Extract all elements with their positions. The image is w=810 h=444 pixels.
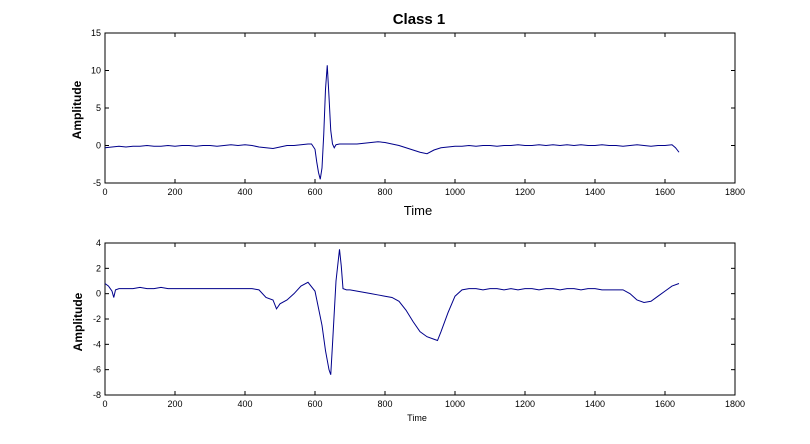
plot-bottom-ytick-label: -8 xyxy=(93,390,101,400)
plot-top-ylabel: Amplitude xyxy=(70,80,84,139)
plot-bottom: 0 200 400 600 800 1000 1200 1400 1600 1800 -8 -6 -4… xyxy=(71,238,745,423)
plot-top-xtick-label: 1400 xyxy=(585,187,605,197)
plot-bottom-xtick-label: 1800 xyxy=(725,399,745,409)
plot-bottom-xtick-label: 800 xyxy=(377,399,392,409)
plot-top-ytick-label: -5 xyxy=(93,178,101,188)
plot-bottom-xlabel: Time xyxy=(407,413,427,423)
plot-top-xticks: 0 200 400 600 800 1000 1200 1400 1600 1800 xyxy=(102,33,745,197)
plot-top-frame xyxy=(104,32,736,184)
plot-top-ytick-label: 10 xyxy=(91,66,101,76)
plot-bottom-ylabel: Amplitude xyxy=(71,292,85,351)
plot-top-xlabel: Time xyxy=(404,203,432,218)
plot-bottom-frame xyxy=(104,242,736,396)
plot-top-xtick-label: 1200 xyxy=(515,187,535,197)
plot-top-ytick-label: 5 xyxy=(96,103,101,113)
plot-top-ytick-label: 15 xyxy=(91,28,101,38)
plot-bottom-ytick-label: -2 xyxy=(93,314,101,324)
plot-top-xtick-label: 400 xyxy=(237,187,252,197)
plot-bottom-xtick-label: 200 xyxy=(167,399,182,409)
plot-bottom-ytick-label: 0 xyxy=(96,289,101,299)
plot-bottom-xtick-label: 1400 xyxy=(585,399,605,409)
plot-top-xtick-label: 1600 xyxy=(655,187,675,197)
plot-top-xtick-label: 200 xyxy=(167,187,182,197)
plot-bottom-xticks: 0 200 400 600 800 1000 1200 1400 1600 1800 xyxy=(102,243,745,409)
plot-top: 0 200 400 600 800 1000 1200 1400 1600 1800 -50510… xyxy=(70,28,745,218)
plot-top-series-line xyxy=(104,65,680,180)
plot-bottom-ytick-label: -6 xyxy=(93,365,101,375)
plot-bottom-ytick-label: 2 xyxy=(96,263,101,273)
plot-bottom-ytick-label: 4 xyxy=(96,238,101,248)
plot-bottom-series-line xyxy=(104,249,680,375)
plot-top-xtick-label: 600 xyxy=(307,187,322,197)
plot-top-xtick-label: 1800 xyxy=(725,187,745,197)
plot-bottom-xtick-label: 0 xyxy=(102,399,107,409)
plot-bottom-xtick-label: 600 xyxy=(307,399,322,409)
plot-bottom-xtick-label: 1000 xyxy=(445,399,465,409)
plot-top-ytick-label: 0 xyxy=(96,141,101,151)
plot-bottom-yticks: -8 -6 -4 -2 0 2 4 xyxy=(93,238,735,400)
plot-top-yticks: -5 0 5 10 15 xyxy=(91,28,735,188)
chart-title: Class 1 xyxy=(393,11,446,28)
plot-top-xtick-label: 1000 xyxy=(445,187,465,197)
plot-top-xtick-label: 800 xyxy=(377,187,392,197)
plot-bottom-xtick-label: 1600 xyxy=(655,399,675,409)
plot-bottom-xtick-label: 1200 xyxy=(515,399,535,409)
plot-bottom-ytick-label: -4 xyxy=(93,339,101,349)
plot-top-xtick-label: 0 xyxy=(102,187,107,197)
plot-bottom-xtick-label: 400 xyxy=(237,399,252,409)
